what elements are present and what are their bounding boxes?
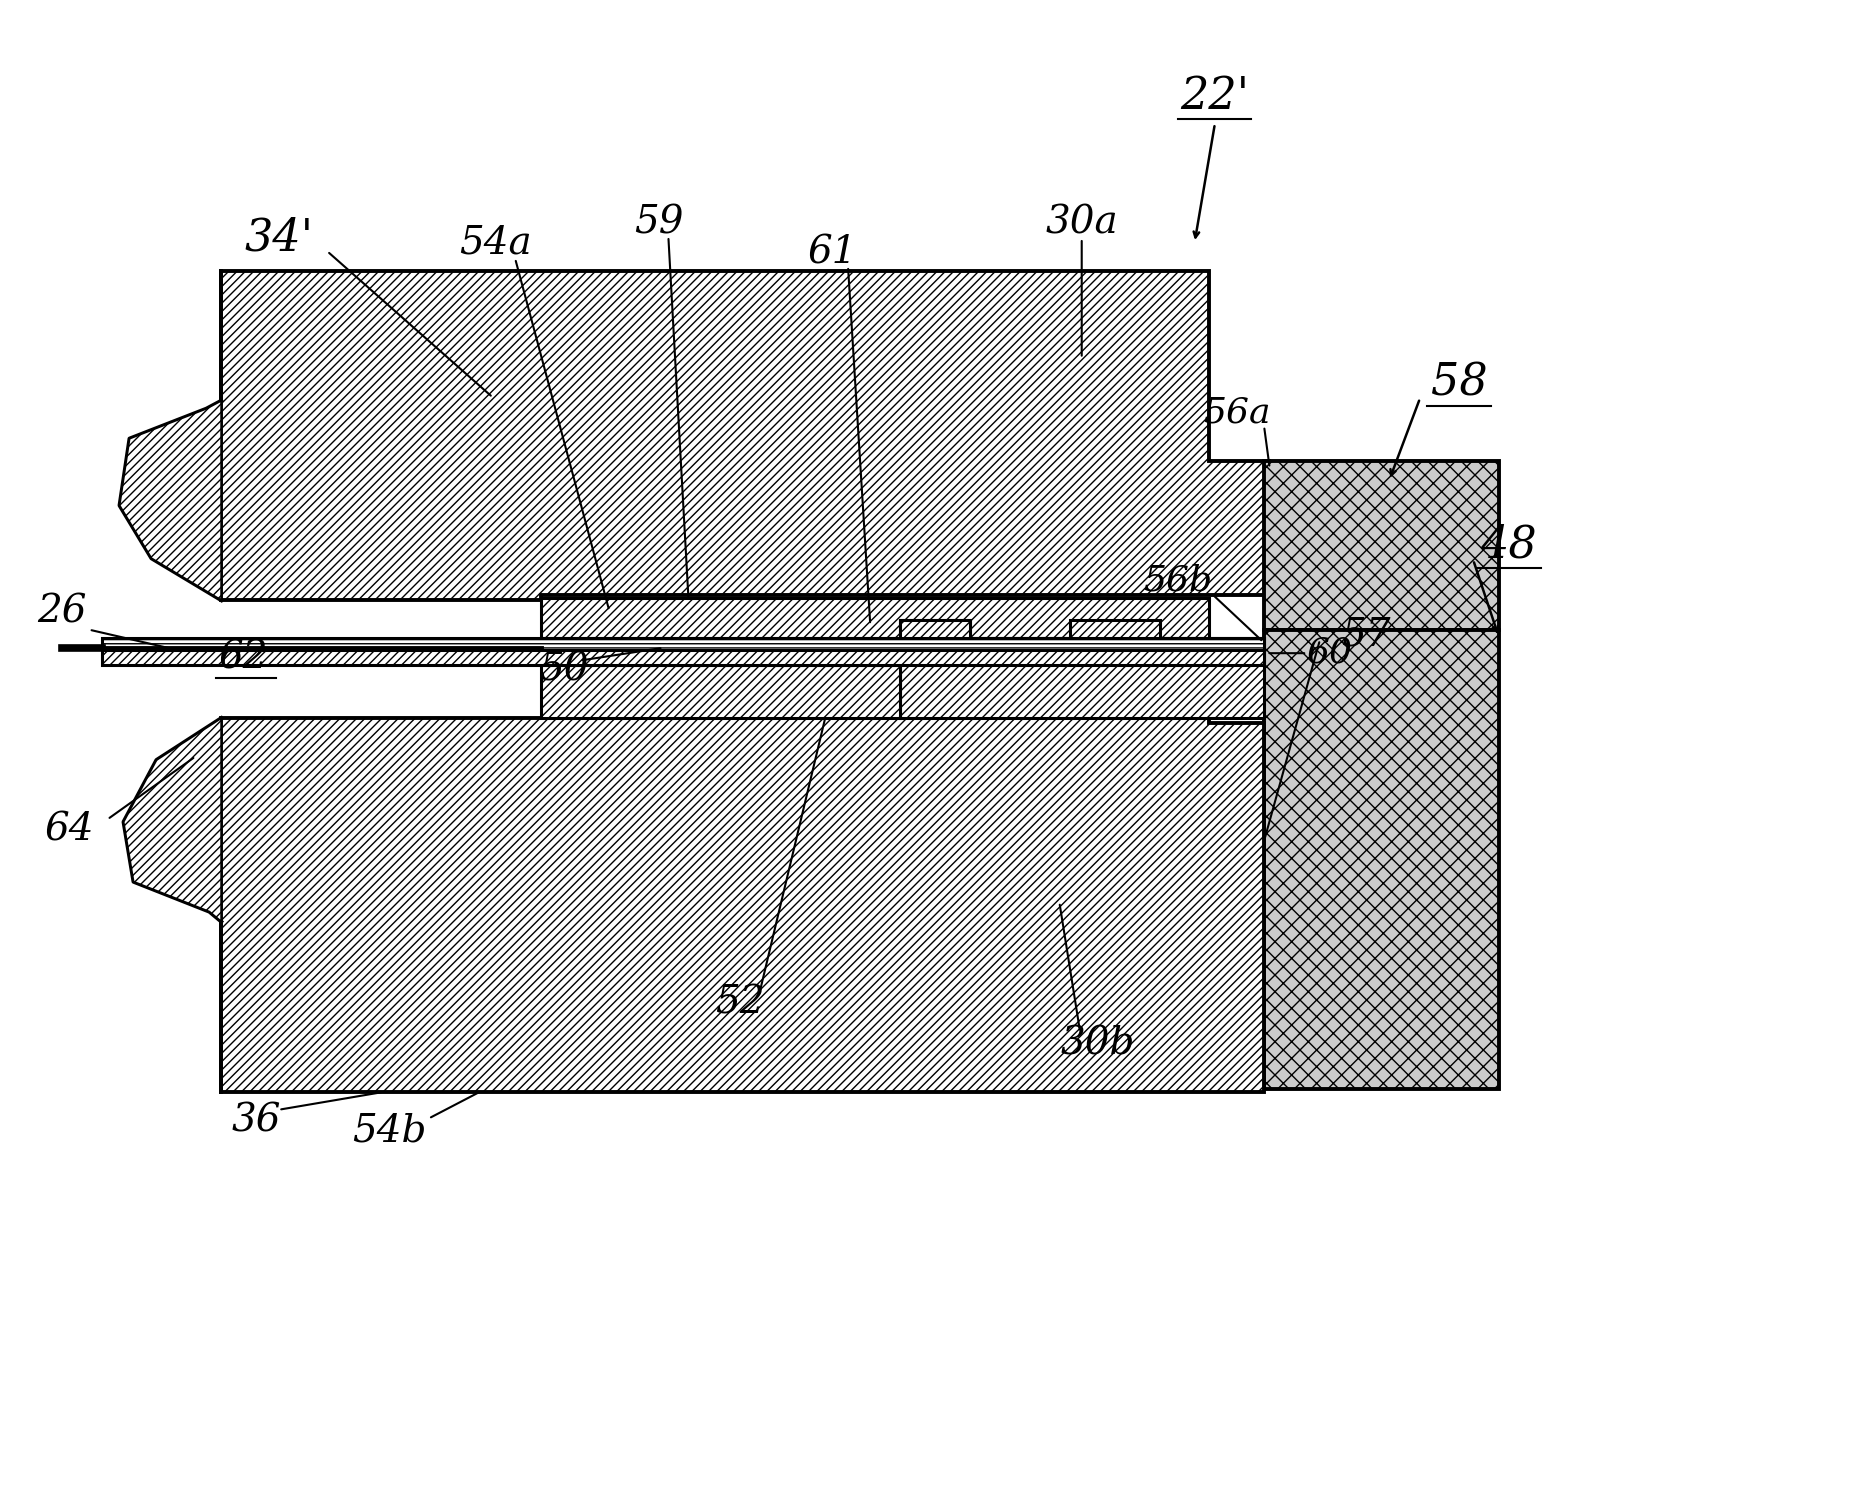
Polygon shape bbox=[102, 651, 1265, 666]
Polygon shape bbox=[123, 718, 221, 921]
Polygon shape bbox=[119, 401, 221, 600]
Text: 22': 22' bbox=[1179, 75, 1248, 117]
Text: 59: 59 bbox=[634, 204, 683, 242]
Text: 56a: 56a bbox=[1203, 395, 1270, 430]
Text: 61: 61 bbox=[807, 234, 857, 272]
Text: 57: 57 bbox=[1341, 616, 1391, 654]
Text: 34': 34' bbox=[246, 216, 314, 260]
Text: 58: 58 bbox=[1430, 361, 1488, 404]
Text: 52: 52 bbox=[716, 984, 764, 1021]
Polygon shape bbox=[541, 598, 1209, 639]
Polygon shape bbox=[1265, 630, 1499, 1090]
Text: 30b: 30b bbox=[1060, 1027, 1135, 1063]
Text: 60: 60 bbox=[1308, 636, 1354, 669]
Text: 50: 50 bbox=[539, 652, 588, 688]
Text: 62: 62 bbox=[218, 640, 268, 676]
Polygon shape bbox=[221, 271, 1269, 600]
Polygon shape bbox=[541, 666, 900, 718]
Text: 30a: 30a bbox=[1045, 204, 1118, 242]
Text: 56b: 56b bbox=[1144, 564, 1213, 597]
Polygon shape bbox=[900, 621, 1265, 718]
Polygon shape bbox=[221, 718, 1265, 1093]
Text: 54b: 54b bbox=[352, 1112, 426, 1150]
Text: 64: 64 bbox=[45, 812, 95, 848]
Text: 54a: 54a bbox=[459, 224, 532, 262]
Text: 48: 48 bbox=[1481, 525, 1538, 567]
Polygon shape bbox=[1265, 460, 1499, 630]
Text: 36: 36 bbox=[231, 1103, 281, 1139]
Text: 26: 26 bbox=[37, 594, 86, 631]
Polygon shape bbox=[102, 639, 1265, 651]
